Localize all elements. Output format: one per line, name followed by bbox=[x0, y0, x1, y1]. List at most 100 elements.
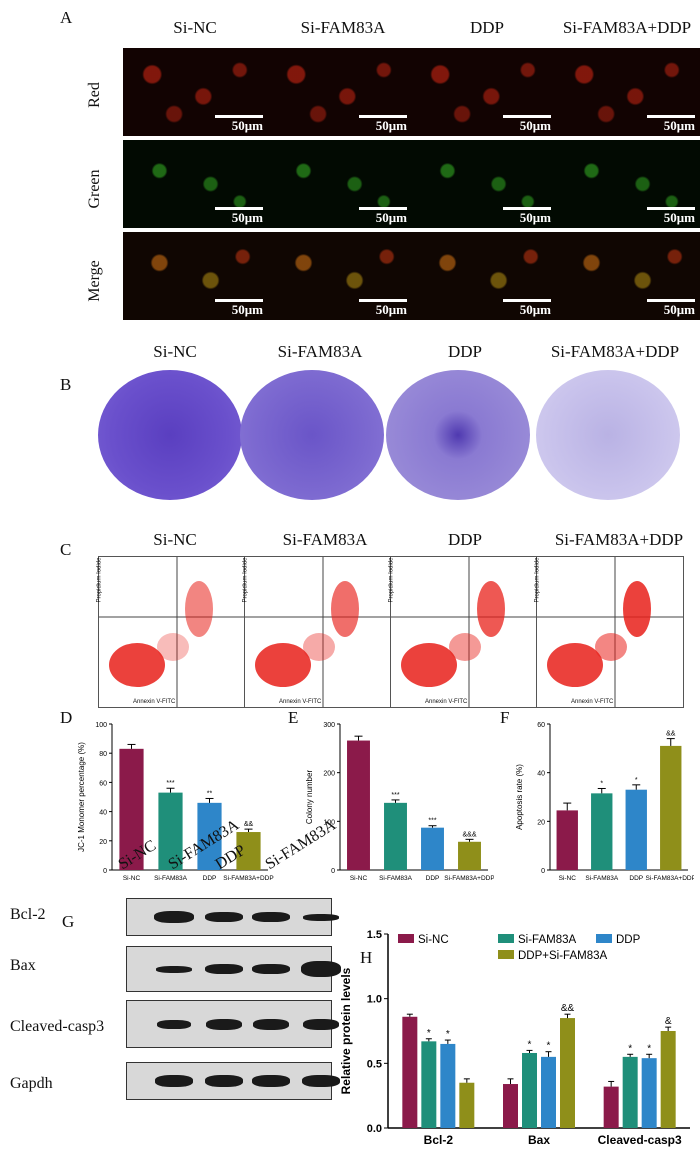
significance-label: &&& bbox=[462, 831, 476, 838]
chart-h: 0.0 0.5 1.0 1.5 Relative protein levels * * Bcl… bbox=[330, 920, 696, 1158]
significance-label: && bbox=[666, 731, 676, 738]
significance-label: * bbox=[528, 1039, 532, 1050]
bar-si-nc bbox=[119, 748, 144, 870]
y-tick-label: 1.5 bbox=[367, 929, 382, 941]
category-label: Si-FAM83A+DDP bbox=[646, 875, 694, 882]
legend-label: DDP bbox=[616, 934, 641, 946]
x-axis-label: Annexin V-FITC bbox=[571, 699, 614, 705]
y-axis-label: JC-1 Monomer percentage (%) bbox=[77, 742, 86, 852]
significance-label: * bbox=[635, 777, 638, 784]
row-label-green: Green bbox=[86, 169, 103, 209]
y-tick-label: 60 bbox=[99, 780, 107, 787]
category-label: Si-NC bbox=[123, 875, 141, 882]
header-ddp-c: DDP bbox=[447, 530, 482, 549]
protein-band bbox=[252, 1075, 290, 1087]
colony-dish-combo bbox=[536, 370, 680, 500]
significance-label: * bbox=[427, 1028, 431, 1039]
panel-label-c: C bbox=[60, 540, 72, 559]
y-tick-label: 100 bbox=[95, 722, 107, 729]
micrograph-red-3: 50μm bbox=[411, 48, 557, 136]
scale-label: 50μm bbox=[231, 210, 263, 225]
y-tick-label: 40 bbox=[99, 810, 107, 817]
significance-label: & bbox=[665, 1016, 672, 1027]
protein-band bbox=[206, 1018, 242, 1030]
category-label: Si-FAM83A bbox=[379, 875, 413, 882]
colony-dish-si-nc bbox=[98, 370, 242, 500]
header-ddp-a: DDP bbox=[469, 18, 504, 37]
scale-label: 50μm bbox=[375, 118, 407, 133]
cell-population-1 bbox=[401, 643, 457, 687]
protein-band bbox=[302, 1075, 340, 1087]
significance-label: * bbox=[547, 1041, 551, 1052]
header-si-nc-c: Si-NC bbox=[153, 530, 197, 549]
blot-label-bcl-2: Bcl-2 bbox=[10, 906, 46, 923]
micrograph-green-1: 50μm bbox=[123, 140, 269, 228]
bar-ddp bbox=[625, 789, 647, 870]
scale-label: 50μm bbox=[375, 302, 407, 317]
protein-band bbox=[303, 913, 339, 921]
y-tick-label: 0 bbox=[103, 868, 107, 875]
bar-si-fam83a bbox=[591, 793, 613, 870]
scale-bar bbox=[359, 299, 407, 302]
legend-label: Si-NC bbox=[418, 934, 449, 946]
significance-label: *** bbox=[428, 818, 436, 825]
header-si-fam83a-b: Si-FAM83A bbox=[277, 342, 363, 361]
cell-population-2 bbox=[331, 581, 359, 637]
flow-plot-2: Annexin V-FITC Propidium Iodide bbox=[243, 556, 392, 708]
category-label: Si-FAM83A+DDP bbox=[223, 875, 273, 882]
protein-band bbox=[157, 1019, 191, 1029]
y-tick-label: 0 bbox=[331, 868, 335, 875]
scale-bar bbox=[647, 207, 695, 210]
cell-population-1 bbox=[547, 643, 603, 687]
panel-label-e: E bbox=[288, 708, 299, 727]
blot-row-gapdh bbox=[126, 1062, 340, 1100]
header-si-nc-b: Si-NC bbox=[153, 342, 197, 361]
micrograph-green-3: 50μm bbox=[411, 140, 557, 228]
scale-label: 50μm bbox=[519, 210, 551, 225]
bar-bax-1 bbox=[503, 1084, 518, 1128]
header-si-fam83a-c: Si-FAM83A bbox=[282, 530, 368, 549]
bar-si-fam83a+ddp bbox=[660, 745, 682, 870]
bar-bcl-2-2 bbox=[421, 1041, 437, 1128]
y-axis-label: Propidium Iodide bbox=[96, 557, 103, 603]
row-label-merge: Merge bbox=[86, 260, 103, 302]
micrograph-merge-3: 50μm bbox=[411, 232, 557, 320]
micrograph-red-4: 50μm bbox=[555, 48, 700, 136]
category-label: Si-FAM83A bbox=[585, 875, 619, 882]
scale-label: 50μm bbox=[231, 118, 263, 133]
panel-label-d: D bbox=[60, 708, 73, 727]
legend-swatch bbox=[498, 934, 514, 943]
panel-label-h: H bbox=[360, 948, 373, 967]
blot-label-bax: Bax bbox=[10, 957, 36, 974]
colony-dish-ddp bbox=[386, 370, 530, 500]
y-axis-label: Propidium Iodide bbox=[388, 557, 395, 603]
x-axis-label: Annexin V-FITC bbox=[279, 699, 322, 705]
bar-cleaved-casp3-2 bbox=[622, 1056, 638, 1128]
cell-population-3 bbox=[157, 633, 189, 661]
category-label: DDP bbox=[426, 875, 440, 882]
y-tick-label: 0.5 bbox=[367, 1058, 382, 1070]
y-axis-label: Propidium Iodide bbox=[534, 557, 541, 603]
header-si-nc-a: Si-NC bbox=[173, 18, 217, 37]
scale-bar bbox=[503, 207, 551, 210]
category-label: DDP bbox=[629, 875, 643, 882]
category-label: Bcl-2 bbox=[424, 1133, 454, 1147]
bar-si-fam83a bbox=[158, 792, 183, 870]
significance-label: * bbox=[647, 1043, 651, 1054]
legend-label: DDP+Si-FAM83A bbox=[518, 950, 607, 962]
significance-label: && bbox=[244, 821, 254, 828]
protein-band bbox=[205, 912, 243, 922]
blot-label-cleaved-casp3: Cleaved-casp3 bbox=[10, 1018, 105, 1035]
scale-bar bbox=[503, 299, 551, 302]
category-label: Cleaved-casp3 bbox=[598, 1133, 682, 1147]
legend-swatch bbox=[498, 950, 514, 959]
category-label: Si-NC bbox=[350, 875, 368, 882]
y-axis-label: Relative protein levels bbox=[339, 967, 353, 1094]
scale-label: 50μm bbox=[519, 302, 551, 317]
y-tick-label: 200 bbox=[323, 771, 335, 778]
protein-band bbox=[205, 1075, 243, 1087]
bar-ddp bbox=[197, 802, 222, 870]
header-combo-c: Si-FAM83A+DDP bbox=[554, 530, 684, 549]
micrograph-merge-4: 50μm bbox=[555, 232, 700, 320]
protein-band bbox=[154, 911, 194, 923]
